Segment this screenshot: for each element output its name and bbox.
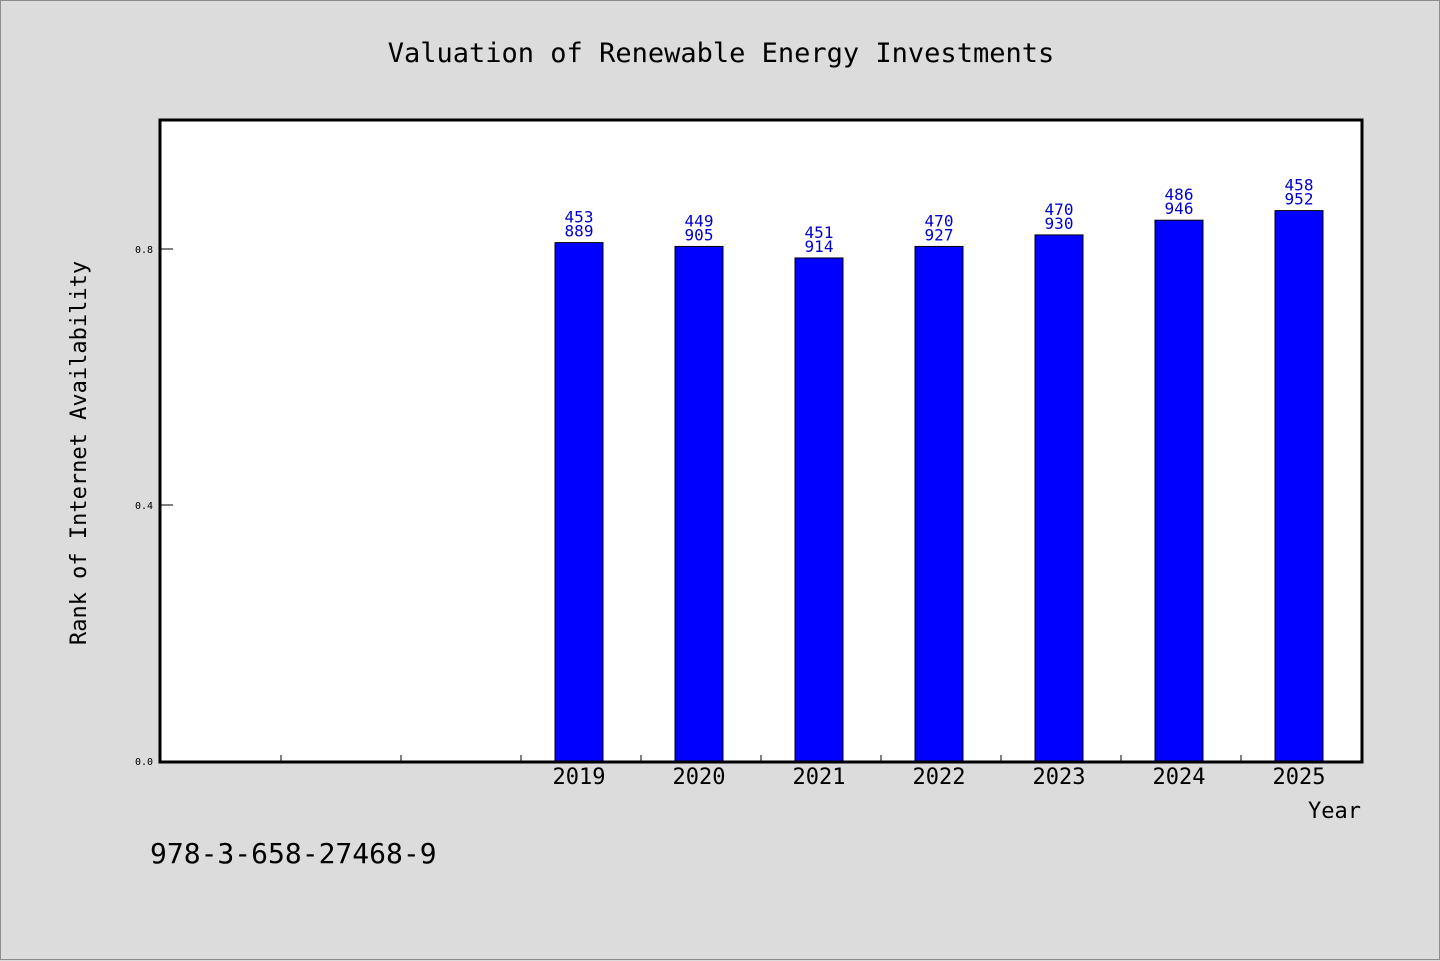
- data-label-top: 470: [1045, 200, 1074, 219]
- x-tick-label: 2022: [913, 765, 966, 790]
- data-label-top: 470: [925, 211, 954, 230]
- y-axis-ticks: 0.0 0.4 0.8: [135, 245, 173, 768]
- data-label-top: 451: [805, 223, 834, 242]
- data-label-bottom: 905: [685, 225, 714, 244]
- data-label-bottom: 889: [565, 222, 594, 241]
- bar-2023: [1034, 234, 1084, 762]
- y-tick-label: 0.8: [135, 245, 153, 256]
- data-label-top: 449: [685, 211, 714, 230]
- isbn-footnote: 978-3-658-27468-9: [150, 837, 437, 870]
- x-tick-label: 2019: [553, 765, 606, 790]
- bars-group: [554, 210, 1324, 762]
- y-tick-label: 0.4: [135, 501, 153, 512]
- y-tick-label: 0.0: [135, 757, 153, 768]
- bar-2022: [914, 245, 964, 762]
- x-tick-label: 2024: [1153, 765, 1206, 790]
- data-label-bottom: 946: [1165, 199, 1194, 218]
- x-axis-ticks: 2019 2020 2021 2022 2023 2024 2025: [280, 755, 1326, 790]
- data-label-bottom: 952: [1285, 190, 1314, 209]
- data-label-top: 458: [1285, 176, 1314, 195]
- x-axis-label: Year: [1308, 799, 1361, 824]
- bar-2019: [554, 242, 604, 762]
- chart-title: Valuation of Renewable Energy Investment…: [388, 38, 1054, 69]
- x-tick-label: 2025: [1273, 765, 1326, 790]
- x-tick-label: 2021: [793, 765, 846, 790]
- y-axis-label: Rank of Internet Availability: [67, 261, 92, 645]
- bar-2020: [674, 245, 724, 762]
- bar-2024: [1154, 219, 1204, 762]
- data-label-bottom: 927: [925, 225, 954, 244]
- data-label-bottom: 930: [1045, 214, 1074, 233]
- data-label-top: 453: [565, 208, 594, 227]
- data-label-bottom: 914: [805, 237, 834, 256]
- data-label-top: 486: [1165, 185, 1194, 204]
- bar-2025: [1274, 210, 1324, 762]
- x-tick-label: 2023: [1033, 765, 1086, 790]
- x-tick-label: 2020: [673, 765, 726, 790]
- bar-2021: [794, 257, 844, 762]
